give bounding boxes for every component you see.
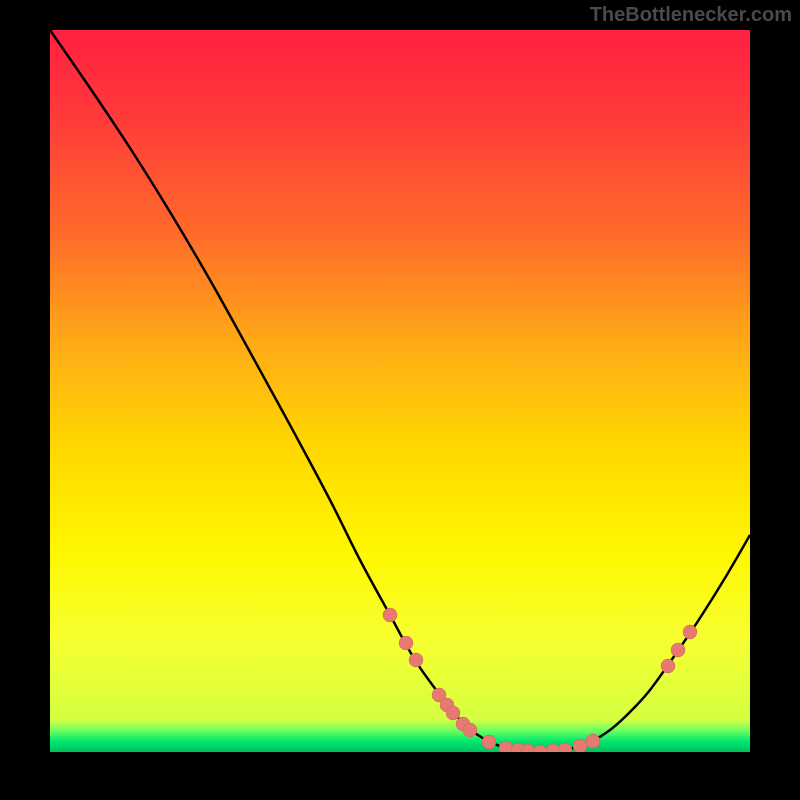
data-marker — [671, 643, 685, 657]
data-marker — [399, 636, 413, 650]
data-marker — [409, 653, 423, 667]
data-marker — [558, 743, 572, 752]
watermark-text: TheBottlenecker.com — [590, 4, 792, 27]
data-marker — [573, 739, 587, 752]
chart-area — [50, 30, 750, 752]
data-marker — [683, 625, 697, 639]
data-marker — [482, 735, 496, 749]
figure-container: TheBottlenecker.com — [0, 0, 800, 800]
data-marker — [383, 608, 397, 622]
data-marker — [533, 745, 547, 752]
data-marker — [463, 723, 477, 737]
data-marker — [446, 706, 460, 720]
data-marker — [661, 659, 675, 673]
data-marker — [586, 734, 600, 748]
chart-overlay-svg — [50, 30, 750, 752]
